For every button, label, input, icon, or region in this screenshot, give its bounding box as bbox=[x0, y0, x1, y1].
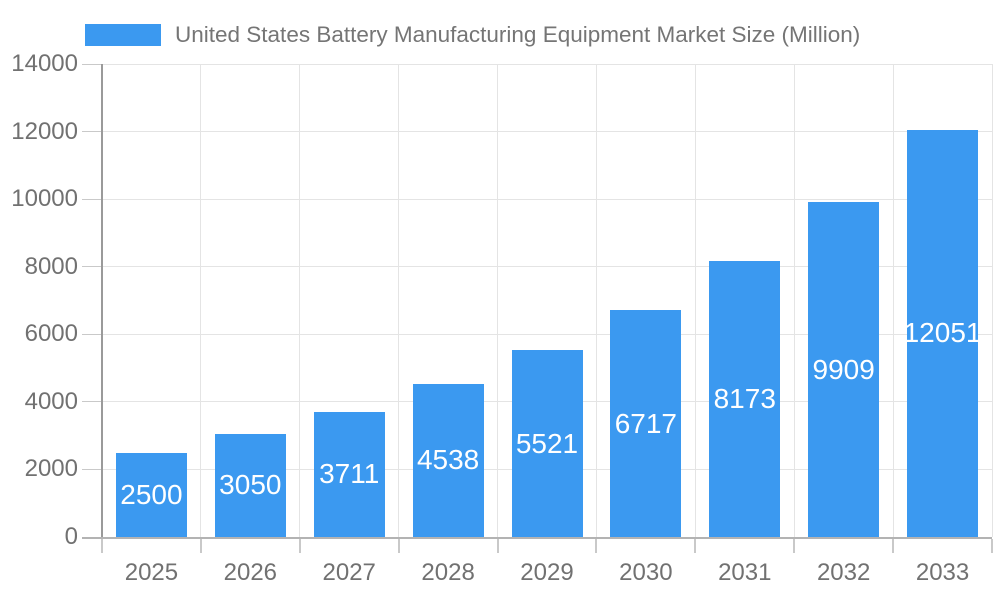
bar bbox=[511, 350, 583, 537]
x-tick-label: 2030 bbox=[619, 559, 673, 586]
legend: United States Battery Manufacturing Equi… bbox=[0, 0, 1000, 56]
x-tick bbox=[595, 539, 598, 553]
y-tick bbox=[82, 333, 102, 335]
bar bbox=[808, 202, 880, 537]
bar bbox=[214, 433, 286, 537]
x-tick bbox=[991, 539, 993, 553]
y-tick-label: 12000 bbox=[11, 117, 78, 145]
legend-label: United States Battery Manufacturing Equi… bbox=[175, 22, 861, 47]
y-tick bbox=[82, 266, 102, 268]
gridline-vertical bbox=[299, 64, 301, 537]
y-tick bbox=[82, 63, 102, 65]
x-axis-line bbox=[82, 537, 992, 539]
y-tick-label: 14000 bbox=[11, 50, 78, 77]
x-tick-label: 2032 bbox=[816, 559, 871, 586]
gridline-horizontal bbox=[102, 63, 992, 65]
bar-value-label: 4538 bbox=[416, 444, 480, 476]
gridline-vertical bbox=[694, 64, 696, 537]
gridline-horizontal bbox=[102, 198, 992, 200]
gridline-vertical bbox=[991, 64, 993, 537]
y-tick bbox=[82, 468, 102, 470]
y-tick bbox=[82, 131, 102, 133]
gridline-vertical bbox=[200, 64, 202, 537]
bar bbox=[313, 411, 385, 537]
x-tick-label: 2028 bbox=[421, 559, 475, 586]
gridline-vertical bbox=[793, 64, 795, 537]
gridline-vertical bbox=[892, 64, 894, 537]
y-tick bbox=[82, 198, 102, 200]
bar bbox=[115, 452, 187, 537]
gridline-vertical bbox=[497, 64, 499, 537]
x-tick bbox=[892, 539, 895, 553]
bar-value-label: 8173 bbox=[713, 382, 776, 414]
y-tick-label: 2000 bbox=[24, 455, 78, 483]
gridline-horizontal bbox=[102, 266, 992, 268]
x-tick bbox=[496, 539, 499, 553]
x-tick bbox=[199, 539, 202, 553]
x-tick-label: 2026 bbox=[223, 559, 278, 586]
y-tick-label: 6000 bbox=[24, 320, 78, 348]
bar-value-label: 12051 bbox=[903, 317, 982, 349]
x-tick-label: 2025 bbox=[124, 559, 179, 586]
x-tick bbox=[101, 539, 103, 553]
bar-value-label: 9909 bbox=[812, 353, 875, 385]
x-tick-label: 2029 bbox=[520, 559, 574, 586]
bar bbox=[907, 129, 979, 537]
y-tick bbox=[82, 401, 102, 403]
gridline-horizontal bbox=[102, 333, 992, 335]
bar bbox=[610, 310, 682, 537]
x-tick-label: 2027 bbox=[322, 559, 376, 586]
bar-value-label: 6717 bbox=[614, 407, 678, 439]
gridline-vertical bbox=[595, 64, 597, 537]
x-tick bbox=[694, 539, 697, 553]
y-tick-label: 4000 bbox=[24, 387, 78, 415]
bar-value-label: 2500 bbox=[120, 478, 183, 510]
x-tick bbox=[793, 539, 796, 553]
bar bbox=[412, 383, 484, 537]
legend-swatch-icon bbox=[85, 24, 161, 46]
y-tick-label: 10000 bbox=[11, 185, 78, 213]
x-tick bbox=[298, 539, 301, 553]
bar-value-label: 3050 bbox=[219, 469, 282, 501]
y-axis-line bbox=[101, 64, 103, 539]
bar-value-label: 5521 bbox=[515, 427, 579, 459]
y-tick-label: 0 bbox=[64, 523, 78, 550]
x-tick-label: 2031 bbox=[718, 559, 772, 586]
gridline-vertical bbox=[398, 64, 400, 537]
bar-value-label: 3711 bbox=[319, 458, 380, 490]
gridline-horizontal bbox=[102, 131, 992, 133]
bar bbox=[709, 260, 781, 537]
x-tick-label: 2033 bbox=[915, 559, 970, 586]
x-tick bbox=[397, 539, 400, 553]
y-tick-label: 8000 bbox=[24, 252, 78, 280]
